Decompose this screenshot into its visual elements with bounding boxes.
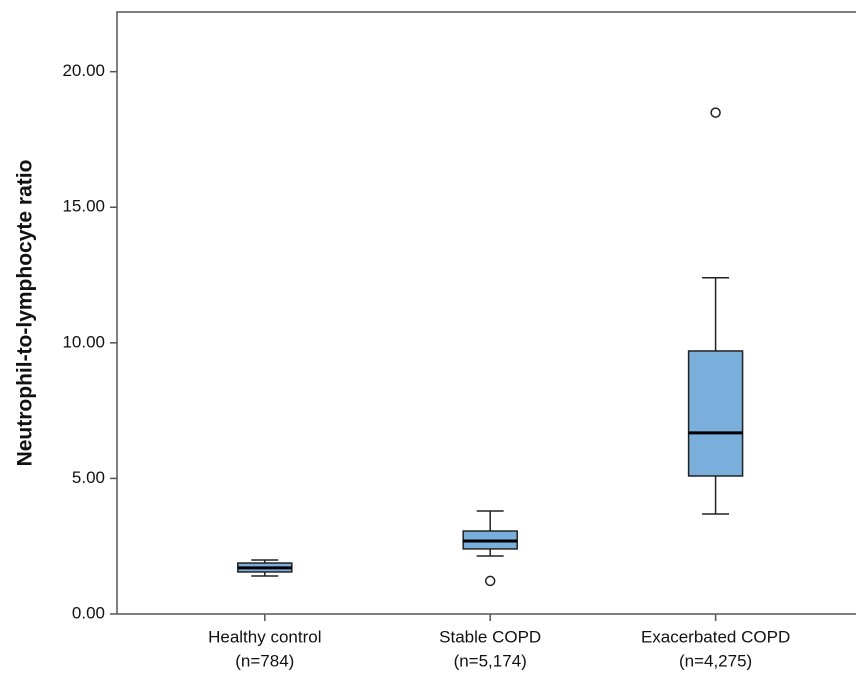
plot-frame — [116, 11, 856, 614]
y-tick-label: 5.00 — [72, 468, 105, 487]
x-tick-count: (n=4,275) — [679, 651, 752, 670]
x-tick-label: Exacerbated COPD — [641, 627, 790, 646]
y-tick-label: 15.00 — [62, 197, 105, 216]
outlier — [710, 107, 721, 118]
outlier — [484, 575, 496, 587]
y-tick-label: 20.00 — [62, 61, 105, 80]
x-tick-label: Healthy control — [208, 627, 321, 646]
x-tick-count: (n=5,174) — [454, 651, 527, 670]
y-tick-label: 0.00 — [72, 603, 105, 622]
y-axis-label: Neutrophil-to-lymphocyte ratio — [14, 160, 37, 467]
x-tick-count: (n=784) — [235, 651, 294, 670]
box — [687, 350, 744, 477]
y-tick-label: 10.00 — [62, 332, 105, 351]
x-tick-label: Stable COPD — [439, 627, 541, 646]
